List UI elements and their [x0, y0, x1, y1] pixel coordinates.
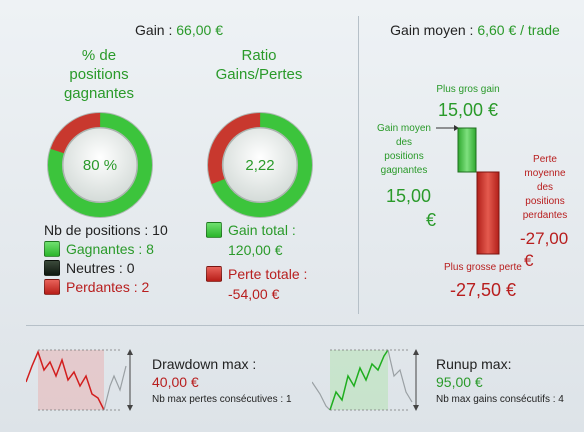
legend-neutres: Neutres : 0 [44, 260, 134, 276]
gain-total: Gain total : [206, 222, 296, 238]
pct-winning-title: % de positions gagnantes [34, 46, 164, 103]
ratio-value: 2,22 [245, 157, 274, 174]
pct-winning-value: 80 % [83, 157, 117, 174]
red-square-icon [44, 279, 60, 295]
legend-gagnantes: Gagnantes : 8 [44, 241, 154, 257]
pct-title-line2: positions [69, 66, 129, 83]
pm-line2: moyenne [524, 168, 566, 179]
perdantes-label: Perdantes : 2 [66, 279, 150, 295]
red-square-icon [206, 266, 222, 282]
horizontal-divider [26, 325, 584, 326]
gmp-line4: gagnantes [380, 165, 428, 176]
neutres-label: Neutres : 0 [66, 260, 135, 276]
pct-winning-donut: 80 % [47, 112, 153, 218]
gain-bar [457, 127, 477, 173]
perte-totale-value: -54,00 € [228, 286, 280, 302]
pm-line5: perdantes [522, 210, 568, 221]
gain-header: Gain : 66,00 € [0, 22, 358, 38]
pct-title-line3: gagnantes [63, 85, 135, 102]
pct-title-line1: % de [81, 47, 117, 64]
green-square-icon [206, 222, 222, 238]
vertical-divider [358, 16, 359, 314]
gain-moyen-header: Gain moyen : 6,60 € / trade [366, 22, 584, 38]
drawdown-sub: Nb max pertes consécutives : 1 [152, 394, 292, 405]
plus-gros-gain-value: 15,00 € [437, 100, 499, 120]
ratio-title-line2: Gains/Pertes [215, 66, 303, 83]
pm-line3: des [536, 182, 554, 193]
perte-moyenne-value: -27,00 € [520, 228, 568, 272]
gain-label: Gain : [135, 22, 177, 38]
gain-total-label: Gain total : [228, 222, 296, 238]
gmp-value-currency: € [426, 210, 437, 230]
gain-moyen-label: Gain moyen : [390, 22, 478, 38]
pm-value-currency: € [524, 251, 534, 270]
gain-value: 66,00 € [176, 22, 223, 38]
pm-value-number: -27,00 [520, 229, 569, 248]
gagnantes-label: Gagnantes : 8 [66, 241, 154, 257]
ratio-title-line1: Ratio [241, 47, 277, 64]
nb-positions: Nb de positions : 10 [44, 222, 168, 238]
black-square-icon [44, 260, 60, 276]
gmp-value-number: 15,00 [386, 186, 432, 206]
ratio-title: Ratio Gains/Pertes [196, 46, 322, 84]
runup-chart-icon [312, 349, 419, 411]
plus-grosse-perte-label: Plus grosse perte [444, 262, 522, 273]
gain-loss-bars [457, 127, 500, 255]
perte-moyenne-label: Perte moyenne des positions perdantes [512, 153, 578, 223]
gmp-line3: positions [384, 151, 424, 162]
gain-moyen-positions-value: 15,00 € [386, 184, 436, 232]
arrow-right-icon [436, 125, 459, 131]
drawdown-value: 40,00 € [152, 374, 199, 390]
gain-moyen-value: 6,60 € / trade [477, 22, 560, 38]
plus-grosse-perte-value: -27,50 € [450, 280, 517, 300]
perte-totale: Perte totale : [206, 266, 307, 282]
perte-totale-label: Perte totale : [228, 266, 308, 282]
drawdown-chart-icon [26, 349, 133, 411]
ratio-donut: 2,22 [207, 112, 313, 218]
green-square-icon [44, 241, 60, 257]
runup-label: Runup max: [436, 356, 512, 372]
drawdown-label: Drawdown max : [152, 356, 257, 372]
runup-sub: Nb max gains consécutifs : 4 [436, 394, 564, 405]
pm-line4: positions [525, 196, 565, 207]
plus-gros-gain-label: Plus gros gain [436, 84, 500, 95]
legend-perdantes: Perdantes : 2 [44, 279, 149, 295]
runup-value: 95,00 € [436, 374, 483, 390]
loss-bar [476, 171, 500, 255]
gain-total-value: 120,00 € [228, 242, 283, 258]
pm-line1: Perte [533, 154, 557, 165]
gain-moyen-positions-label: Gain moyen des positions gagnantes [368, 122, 440, 178]
gmp-line2: des [395, 137, 413, 148]
gmp-line1: Gain moyen [377, 123, 431, 134]
